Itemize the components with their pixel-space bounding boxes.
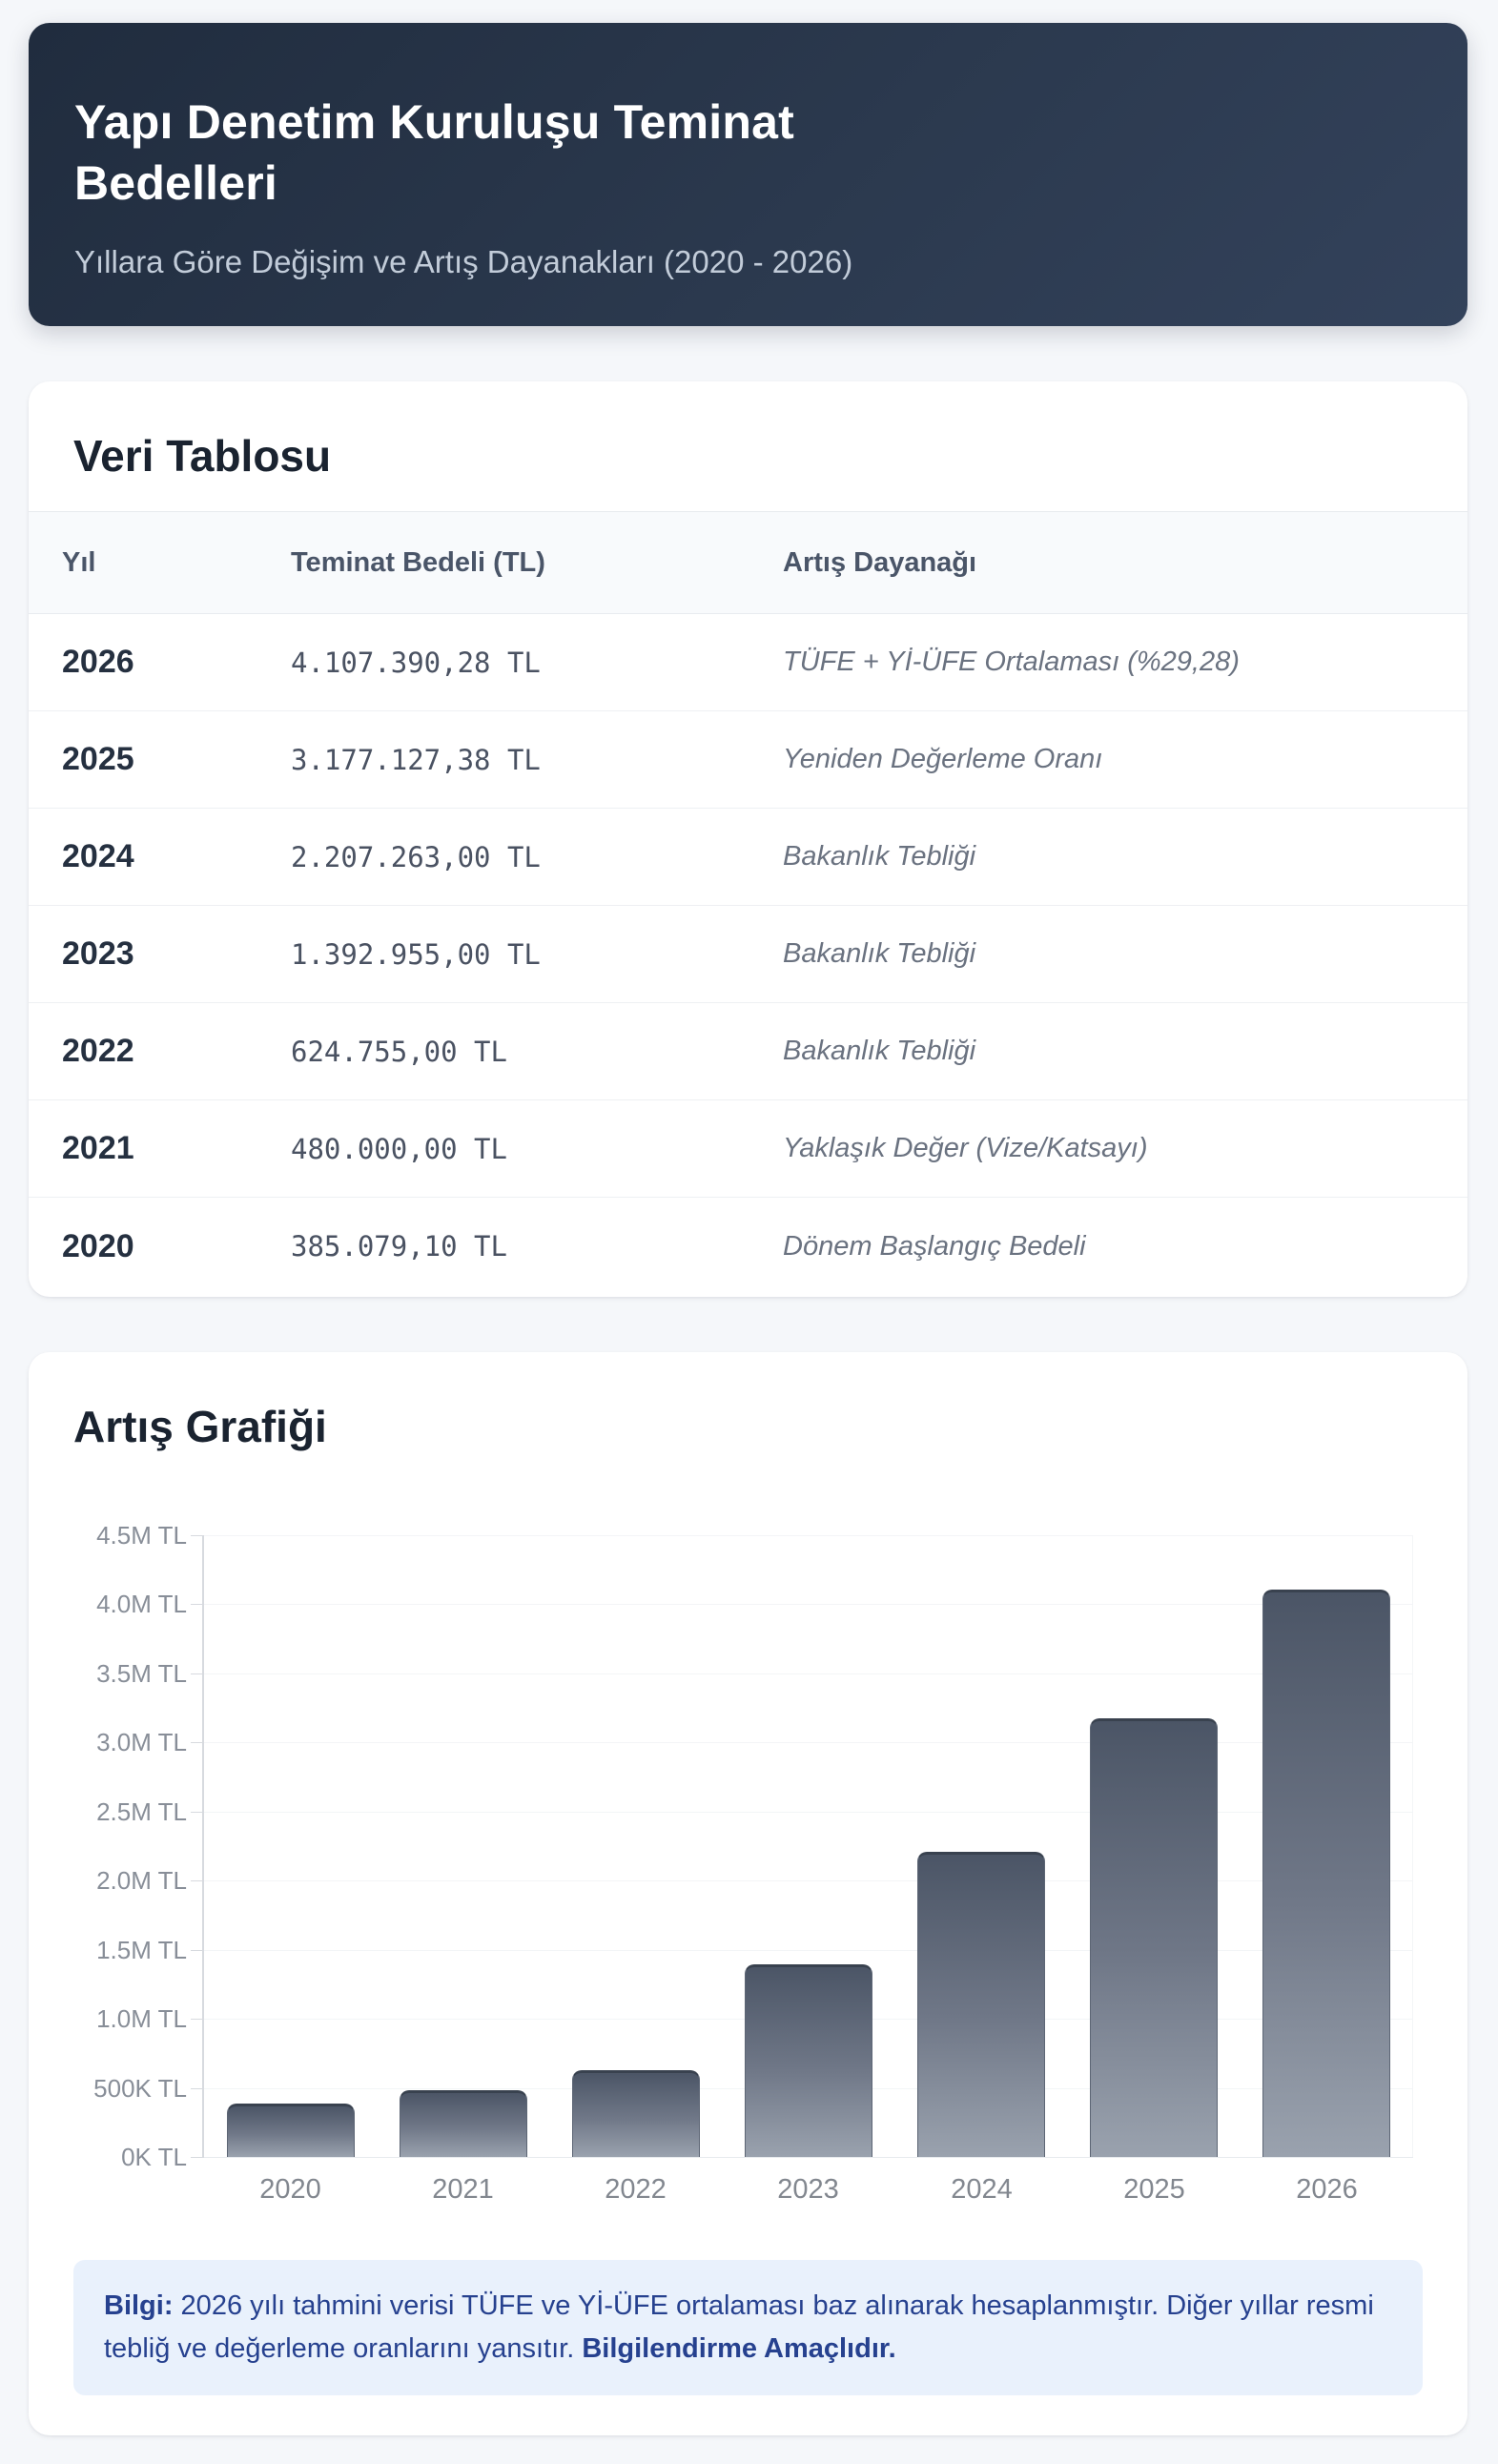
y-axis-label: 3.5M TL xyxy=(96,1659,187,1688)
year-cell: 2022 xyxy=(62,1033,134,1069)
axis-tick xyxy=(191,1535,204,1536)
info-body: 2026 yılı tahmini verisi TÜFE ve Yİ-ÜFE … xyxy=(104,2290,1374,2364)
axis-tick xyxy=(191,1604,204,1605)
table-row: 2025 3.177.127,38 TL Yeniden Değerleme Ora… xyxy=(29,711,1467,809)
x-axis-label: 2023 xyxy=(777,2174,839,2205)
year-cell: 2024 xyxy=(62,838,134,874)
column-header-amount: Teminat Bedeli (TL) xyxy=(291,546,545,578)
y-axis-label: 2.0M TL xyxy=(96,1866,187,1895)
table-row: 2022 624.755,00 TL Bakanlık Tebliği xyxy=(29,1003,1467,1100)
y-axis-label: 1.0M TL xyxy=(96,2004,187,2033)
amount-cell: 385.079,10 TL xyxy=(291,1230,507,1263)
table-body: 2026 4.107.390,28 TL TÜFE + Yİ-ÜFE Ortalam… xyxy=(29,614,1467,1295)
info-box: Bilgi: 2026 yılı tahmini verisi TÜFE ve … xyxy=(73,2260,1423,2395)
basis-cell: Dönem Başlangıç Bedeli xyxy=(783,1230,1086,1262)
basis-cell: Yaklaşık Değer (Vize/Katsayı) xyxy=(783,1133,1148,1163)
table-row: 2021 480.000,00 TL Yaklaşık Değer (Vize/Ka… xyxy=(29,1100,1467,1198)
axis-tick xyxy=(191,1812,204,1813)
axis-tick xyxy=(191,1950,204,1951)
gridline xyxy=(204,1950,1413,1951)
table-header-row: Yıl Teminat Bedeli (TL) Artış Dayanağı xyxy=(29,511,1467,614)
basis-cell: Bakanlık Tebliği xyxy=(783,841,976,872)
data-table-card: Veri Tablosu Yıl Teminat Bedeli (TL) Art… xyxy=(29,381,1467,1297)
table-row: 2024 2.207.263,00 TL Bakanlık Tebliği xyxy=(29,809,1467,906)
bar-2021 xyxy=(400,2090,527,2157)
amount-cell: 480.000,00 TL xyxy=(291,1132,507,1165)
table-row: 2020 385.079,10 TL Dönem Başlangıç Bedeli xyxy=(29,1198,1467,1295)
bar-2026 xyxy=(1262,1590,1390,2157)
x-axis-label: 2021 xyxy=(432,2174,494,2205)
basis-cell: Bakanlık Tebliği xyxy=(783,1036,976,1066)
amount-cell: 4.107.390,28 TL xyxy=(291,646,541,679)
basis-cell: TÜFE + Yİ-ÜFE Ortalaması (%29,28) xyxy=(783,647,1240,677)
table-row: 2023 1.392.955,00 TL Bakanlık Tebliği xyxy=(29,906,1467,1003)
basis-cell: Bakanlık Tebliği xyxy=(783,938,976,969)
y-axis-line xyxy=(202,1535,204,2157)
page-subtitle: Yıllara Göre Değişim ve Artış Dayanaklar… xyxy=(74,244,853,279)
amount-cell: 624.755,00 TL xyxy=(291,1035,507,1068)
amount-cell: 3.177.127,38 TL xyxy=(291,743,541,776)
gridline xyxy=(204,2157,1413,2158)
year-cell: 2020 xyxy=(62,1227,134,1264)
bar-2024 xyxy=(917,1852,1045,2157)
axis-tick xyxy=(191,2157,204,2158)
table-row: 2026 4.107.390,28 TL TÜFE + Yİ-ÜFE Ortalam… xyxy=(29,614,1467,711)
gridline xyxy=(204,1673,1413,1674)
x-axis-label: 2020 xyxy=(259,2174,321,2205)
table-section-title: Veri Tablosu xyxy=(73,431,332,481)
info-label: Bilgi: xyxy=(104,2290,174,2321)
amount-cell: 2.207.263,00 TL xyxy=(291,840,541,873)
bar-2025 xyxy=(1090,1718,1218,2157)
page-title: Yapı Denetim Kuruluşu Teminat Bedelleri xyxy=(74,95,794,210)
x-axis-label: 2022 xyxy=(605,2174,667,2205)
x-axis-label: 2024 xyxy=(951,2174,1013,2205)
axis-tick xyxy=(191,1880,204,1881)
chart-section-title: Artış Grafiği xyxy=(73,1402,327,1451)
y-axis-label: 2.5M TL xyxy=(96,1797,187,1826)
info-tail: Bilgilendirme Amaçlıdır. xyxy=(582,2333,896,2364)
y-axis-label: 4.5M TL xyxy=(96,1521,187,1550)
column-header-basis: Artış Dayanağı xyxy=(783,546,977,578)
chart-card: Artış Grafiği 0K TL 500K TL 1.0M TL 1.5M TL… xyxy=(29,1352,1467,2435)
year-cell: 2026 xyxy=(62,644,134,680)
gridline xyxy=(204,1812,1413,1813)
y-axis-label: 0K TL xyxy=(121,2143,187,2171)
axis-tick xyxy=(191,1673,204,1674)
y-axis-label: 500K TL xyxy=(93,2074,187,2103)
gridline xyxy=(204,1880,1413,1881)
bar-2022 xyxy=(572,2070,700,2157)
gridline xyxy=(204,1742,1413,1743)
axis-tick xyxy=(191,1742,204,1743)
gridline xyxy=(204,1535,1413,1536)
amount-cell: 1.392.955,00 TL xyxy=(291,937,541,971)
column-header-year: Yıl xyxy=(62,546,96,578)
y-axis-label: 1.5M TL xyxy=(96,1936,187,1964)
bar-2020 xyxy=(227,2104,355,2157)
bar-2023 xyxy=(745,1964,872,2157)
y-axis-label: 4.0M TL xyxy=(96,1590,187,1618)
y-axis-label: 3.0M TL xyxy=(96,1728,187,1756)
axis-tick xyxy=(191,2019,204,2020)
year-cell: 2025 xyxy=(62,741,134,777)
header-card: Yapı Denetim Kuruluşu Teminat Bedelleri … xyxy=(29,23,1467,326)
bar-chart: 0K TL 500K TL 1.0M TL 1.5M TL 2.0M TL 2.5M TL… xyxy=(73,1521,1423,2214)
gridline xyxy=(204,1604,1413,1605)
basis-cell: Yeniden Değerleme Oranı xyxy=(783,744,1103,774)
plot-right-edge xyxy=(1412,1535,1413,2157)
x-axis-label: 2025 xyxy=(1123,2174,1185,2205)
page: { "header": { "title": "Yapı Denetim Kur… xyxy=(0,23,1498,2464)
axis-tick xyxy=(191,2088,204,2089)
year-cell: 2023 xyxy=(62,935,134,972)
year-cell: 2021 xyxy=(62,1130,134,1166)
x-axis-label: 2026 xyxy=(1296,2174,1358,2205)
